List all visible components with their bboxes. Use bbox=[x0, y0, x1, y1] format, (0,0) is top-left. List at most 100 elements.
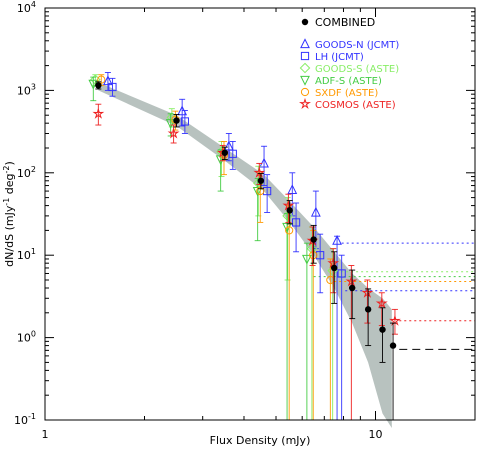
error-bar bbox=[303, 242, 310, 420]
data-point bbox=[286, 207, 293, 214]
series-lh-jcmt bbox=[108, 77, 346, 420]
data-point bbox=[252, 186, 263, 197]
data-point bbox=[301, 254, 312, 265]
error-bar bbox=[309, 226, 316, 266]
legend-item-cosmos-aste: COSMOS (ASTE) bbox=[298, 97, 396, 111]
y-axis-label-end: ) bbox=[3, 161, 16, 165]
plot-frame bbox=[44, 7, 476, 421]
data-point bbox=[331, 264, 338, 272]
data-point bbox=[257, 177, 265, 184]
error-bar bbox=[109, 77, 116, 97]
y-tick-label: 104 bbox=[17, 0, 36, 15]
legend: COMBINED GOODS-N (JCMT)LH (JCMT)GOODS-S (… bbox=[298, 16, 399, 111]
legend-label: COMBINED bbox=[315, 16, 375, 29]
data-point bbox=[165, 119, 176, 129]
error-bar bbox=[327, 258, 334, 420]
legend-label: ADF-S (ASTE) bbox=[315, 76, 382, 87]
data-point bbox=[310, 206, 321, 217]
series-goods-s-aste bbox=[90, 74, 338, 420]
error-bar bbox=[317, 233, 324, 294]
error-bar bbox=[331, 251, 338, 304]
series-adf-s-aste bbox=[88, 76, 312, 420]
error-bar bbox=[365, 288, 372, 347]
data-point bbox=[287, 184, 298, 195]
data-point bbox=[345, 275, 358, 287]
series-sxdf-aste bbox=[97, 74, 335, 420]
y-tick-label: 102 bbox=[17, 165, 36, 180]
error-bar bbox=[261, 145, 268, 187]
legend-marker bbox=[301, 18, 309, 26]
legend-item-goods-n-jcmt: GOODS-N (JCMT) bbox=[300, 38, 399, 51]
legend-label: LH (JCMT) bbox=[315, 52, 364, 63]
y-axis-label: dN/dS (mJy-1 deg-2) bbox=[2, 161, 16, 267]
data-point bbox=[228, 149, 237, 158]
error-bar bbox=[349, 269, 356, 320]
axes: 1 10 10-1 100 101 102 103 104 bbox=[14, 0, 476, 441]
data-point bbox=[285, 226, 294, 235]
legend-marker bbox=[298, 97, 312, 110]
y-tick-label: 10-1 bbox=[14, 412, 36, 427]
y-axis-label-exp1: -1 bbox=[2, 198, 11, 206]
data-point bbox=[95, 82, 102, 89]
legend-label: COSMOS (ASTE) bbox=[315, 100, 396, 111]
legend-marker bbox=[300, 38, 310, 49]
error-bar bbox=[379, 307, 386, 363]
error-bar bbox=[264, 174, 271, 213]
data-point bbox=[389, 342, 397, 349]
confidence-band bbox=[98, 82, 392, 429]
data-point bbox=[256, 186, 265, 196]
data-point bbox=[310, 236, 317, 243]
error-bar bbox=[390, 322, 397, 420]
error-bar bbox=[348, 265, 355, 420]
legend-item-lh-jcmt: LH (JCMT) bbox=[300, 51, 364, 63]
data-point bbox=[97, 75, 106, 84]
data-point bbox=[361, 286, 374, 298]
error-bar bbox=[293, 202, 300, 253]
y-tick-label: 103 bbox=[17, 82, 36, 97]
legend-item-combined: COMBINED bbox=[301, 16, 375, 29]
legend-item-goods-s-aste: GOODS-S (ASTE) bbox=[299, 62, 399, 75]
error-bar bbox=[310, 224, 317, 264]
data-point bbox=[221, 149, 229, 156]
legend-label: GOODS-N (JCMT) bbox=[315, 40, 399, 51]
shaded-band bbox=[98, 82, 392, 429]
legend-item-adf-s-aste: ADF-S (ASTE) bbox=[300, 75, 382, 87]
y-axis-label-mid: deg bbox=[3, 173, 16, 197]
error-bar bbox=[229, 141, 236, 170]
x-tick-label: 1 bbox=[42, 428, 49, 441]
error-bar bbox=[95, 103, 102, 126]
legend-label: SXDF (ASTE) bbox=[315, 88, 378, 99]
legend-label: GOODS-S (ASTE) bbox=[315, 64, 399, 75]
y-tick-label: 100 bbox=[17, 330, 36, 345]
series-cosmos-aste bbox=[92, 103, 401, 420]
x-axis-label: Flux Density (mJy) bbox=[210, 434, 311, 447]
data-point bbox=[306, 243, 318, 254]
data-point bbox=[337, 269, 346, 278]
data-point bbox=[108, 82, 117, 92]
data-point bbox=[180, 117, 189, 126]
data-point bbox=[291, 218, 301, 227]
x-tick-label: 10 bbox=[369, 428, 383, 441]
data-point bbox=[375, 297, 388, 309]
legend-marker bbox=[300, 87, 310, 97]
legend-marker bbox=[300, 75, 310, 86]
error-bar bbox=[338, 254, 345, 420]
legend-marker bbox=[299, 62, 311, 74]
error-bar bbox=[179, 98, 186, 127]
data-point bbox=[259, 157, 269, 168]
legend-item-sxdf-aste: SXDF (ASTE) bbox=[300, 87, 378, 99]
data-point bbox=[282, 210, 293, 222]
y-tick-label: 101 bbox=[17, 247, 36, 262]
data-point bbox=[282, 199, 295, 211]
y-axis-label-main: dN/dS (mJy bbox=[3, 205, 16, 267]
series-goods-n-jcmt bbox=[102, 72, 342, 420]
data-point bbox=[253, 166, 266, 178]
data-point bbox=[389, 314, 401, 326]
y-axis-label-exp2: -2 bbox=[2, 165, 11, 173]
data-point bbox=[379, 326, 386, 333]
data-point bbox=[173, 117, 180, 124]
data-point bbox=[332, 234, 342, 245]
error-bar bbox=[181, 110, 188, 134]
data-point bbox=[327, 256, 340, 269]
